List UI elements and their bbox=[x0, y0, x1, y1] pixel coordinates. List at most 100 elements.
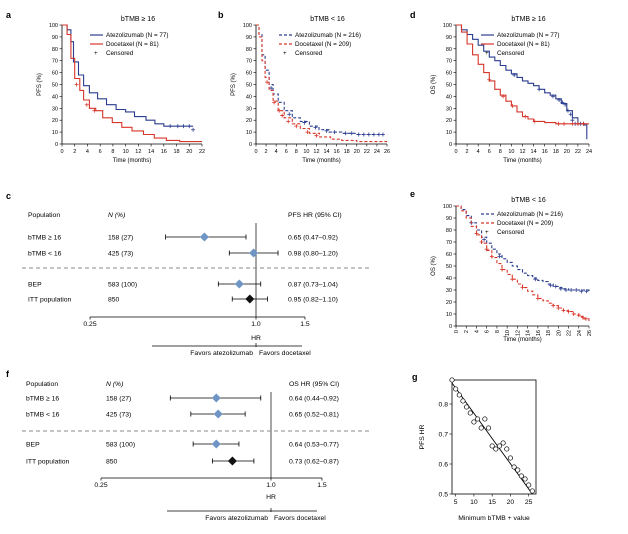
legend-entry: Docetaxel (N = 81) bbox=[106, 41, 159, 48]
x-tick-label: 18 bbox=[173, 149, 179, 155]
y-tick-label: 10 bbox=[446, 130, 452, 136]
censor-mark bbox=[576, 313, 581, 318]
y-tick-label: 20 bbox=[246, 118, 252, 124]
censor-mark bbox=[74, 82, 79, 87]
x-tick-label: 16 bbox=[334, 149, 340, 155]
censor-mark bbox=[532, 119, 537, 124]
scatter-point bbox=[526, 482, 532, 488]
hr-tick-label: 1.0 bbox=[251, 321, 261, 328]
legend-entry: Docetaxel (N = 81) bbox=[497, 41, 550, 48]
legend-censor-symbol: + bbox=[94, 50, 98, 57]
x-tick-label: 18 bbox=[344, 149, 350, 155]
panel-title: bTMB < 16 bbox=[511, 197, 546, 204]
hr-point bbox=[199, 232, 209, 242]
x-tick-label: 2 bbox=[464, 330, 470, 333]
km-panel-a: a bTMB ≥ 16 0 2 4 6 8 10 12 14 16 18 20 22 0 10 20 30 40 50… bbox=[6, 10, 205, 164]
censor-mark bbox=[187, 124, 192, 129]
censor-mark bbox=[584, 289, 589, 294]
censor-mark bbox=[574, 288, 579, 292]
censor-mark bbox=[265, 80, 270, 85]
x-tick-label: 6 bbox=[488, 149, 491, 155]
row-population: ITT population bbox=[26, 459, 70, 466]
forest-panel-c: c Population N (%) PFS HR (95% CI) bTMB ≥ 16… bbox=[6, 191, 370, 357]
y-tick-label: 0 bbox=[249, 142, 252, 148]
y-axis-label: PFS (%) bbox=[231, 73, 237, 96]
y-tick-label: 50 bbox=[246, 83, 252, 89]
x-tick-label: 10 bbox=[303, 149, 309, 155]
legend-censor-symbol: + bbox=[283, 50, 287, 57]
censor-mark bbox=[84, 102, 89, 107]
censor-mark bbox=[277, 108, 282, 113]
km-curve-docetaxel bbox=[62, 24, 202, 143]
hr-axis-label: HR bbox=[266, 494, 276, 501]
y-tick-label: 0.6 bbox=[439, 462, 449, 469]
x-tick-label: 20 bbox=[186, 149, 192, 155]
hr-tick-label: 1.5 bbox=[317, 482, 327, 489]
legend-entry: Censored bbox=[497, 50, 525, 57]
x-tick-label: 18 bbox=[553, 149, 559, 155]
x-tick-label: 20 bbox=[564, 149, 570, 155]
x-tick-label: 14 bbox=[526, 330, 532, 336]
x-tick-label: 12 bbox=[313, 149, 319, 155]
scatter-point bbox=[464, 404, 470, 410]
x-tick-label: 20 bbox=[556, 330, 562, 336]
y-tick-label: 60 bbox=[446, 71, 452, 77]
row-hr: 0.95 (0.82–1.10) bbox=[288, 297, 338, 304]
favors-docetaxel-label: Favors docetaxel bbox=[274, 515, 326, 522]
x-tick-label: 6 bbox=[99, 149, 102, 155]
censor-mark bbox=[580, 315, 585, 320]
y-tick-label: 100 bbox=[49, 23, 58, 29]
panel-title: bTMB ≥ 16 bbox=[511, 16, 545, 23]
row-population: bTMB ≥ 16 bbox=[26, 396, 59, 403]
y-tick-label: 30 bbox=[52, 106, 58, 112]
censor-mark bbox=[314, 133, 319, 138]
hr-point bbox=[245, 294, 255, 304]
censor-mark bbox=[523, 114, 528, 119]
x-tick-label: 12 bbox=[515, 330, 521, 336]
censor-mark bbox=[479, 240, 484, 244]
censor-mark bbox=[556, 306, 561, 310]
x-tick-label: 14 bbox=[323, 149, 329, 155]
y-tick-label: 50 bbox=[446, 83, 452, 89]
y-axis-label: PFS (%) bbox=[37, 73, 43, 96]
scatter-point bbox=[515, 467, 521, 473]
y-tick-label: 80 bbox=[246, 47, 252, 53]
x-tick-label: 16 bbox=[161, 149, 167, 155]
x-tick-label: 10 bbox=[505, 330, 511, 336]
panel-label-d: d bbox=[410, 10, 416, 20]
y-tick-label: 70 bbox=[446, 59, 452, 65]
row-hr: 0.65 (0.47–0.92) bbox=[288, 235, 338, 242]
censor-mark bbox=[474, 231, 479, 236]
hr-point bbox=[211, 439, 221, 449]
x-tick-label: 20 bbox=[354, 149, 360, 155]
row-hr: 0.87 (0.73–1.04) bbox=[288, 282, 338, 289]
x-tick-label: 24 bbox=[577, 330, 583, 336]
censor-mark bbox=[550, 94, 555, 99]
censor-mark bbox=[569, 288, 574, 292]
panel-label-e: e bbox=[410, 189, 415, 199]
x-tick-label: 16 bbox=[542, 149, 548, 155]
x-tick-label: 22 bbox=[575, 149, 581, 155]
y-tick-label: 0 bbox=[449, 142, 452, 148]
y-tick-label: 50 bbox=[52, 83, 58, 89]
x-tick-label: 10 bbox=[123, 149, 129, 155]
censor-mark bbox=[191, 127, 196, 132]
col-header-n: N (%) bbox=[106, 381, 123, 388]
censor-mark bbox=[579, 289, 584, 294]
x-tick-label: 4 bbox=[86, 149, 89, 155]
y-tick-label: 20 bbox=[446, 300, 452, 306]
km-panel-b: b bTMB < 160 2 4 6 8 10 12 14 16 18 20 22 24 260102030… bbox=[218, 10, 390, 164]
legend: Atezolizumab (N = 216) Docetaxel (N = 209… bbox=[279, 32, 361, 57]
y-tick-label: 60 bbox=[246, 71, 252, 77]
legend-entry: Censored bbox=[295, 50, 323, 57]
km-curve-atezolizumab bbox=[62, 24, 194, 127]
x-tick-label: 20 bbox=[507, 499, 515, 506]
panel-title: bTMB < 16 bbox=[310, 16, 345, 23]
censor-mark bbox=[332, 130, 337, 135]
y-tick-label: 40 bbox=[52, 94, 58, 100]
col-header-population: Population bbox=[28, 212, 60, 219]
x-axis-label: Time (months) bbox=[503, 158, 541, 164]
y-tick-label: 90 bbox=[446, 35, 452, 41]
scatter-point bbox=[489, 443, 495, 449]
legend: Atezolizumab (N = 77) Docetaxel (N = 81) +… bbox=[90, 32, 168, 57]
